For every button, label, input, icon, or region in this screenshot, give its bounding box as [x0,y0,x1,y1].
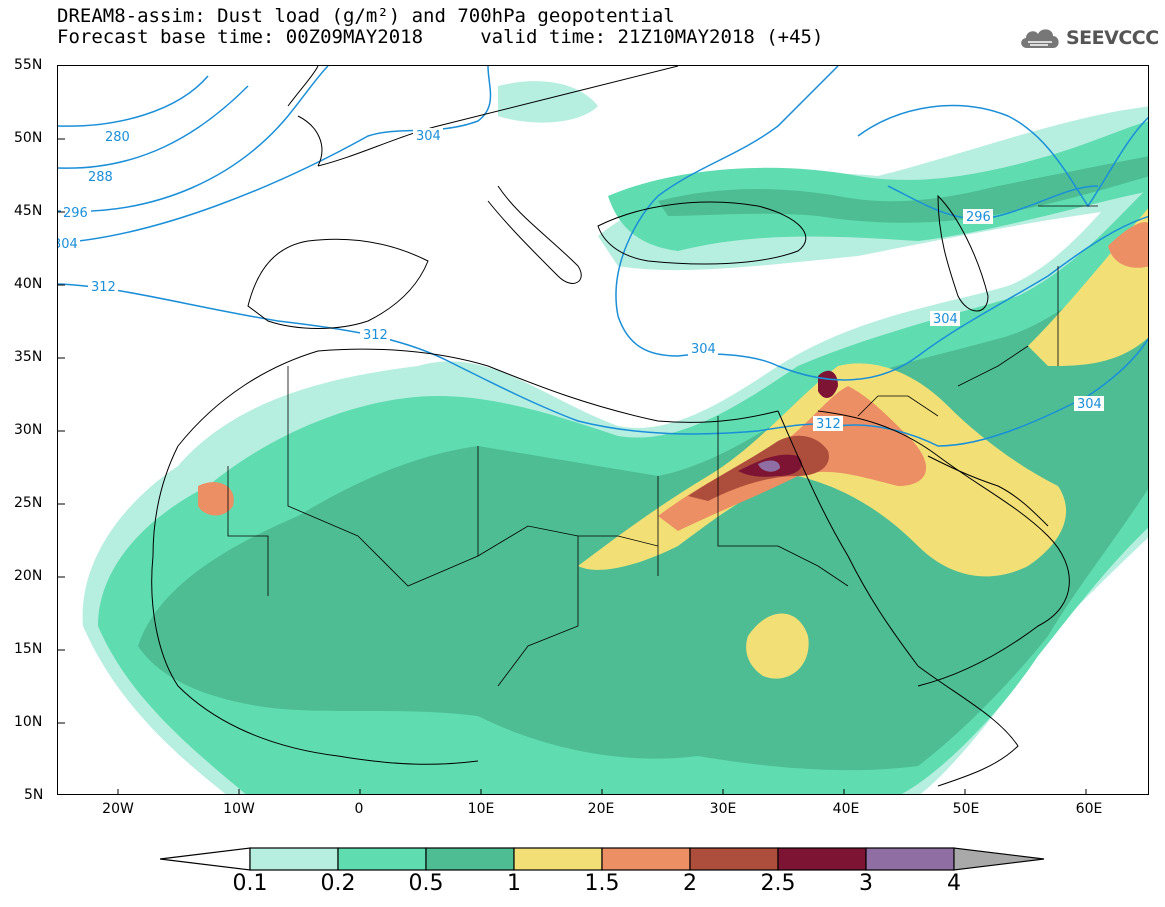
lat-label-10n: 10N [14,714,43,730]
geopotential-label: 296 [63,206,88,221]
geopotential-label: 304 [58,237,78,252]
coast-caspian [937,194,989,312]
lat-label-45n: 45N [14,203,43,219]
logo-text: SEEVCCC [1066,27,1159,49]
lon-label-50e: 50E [952,801,980,817]
dust-band-3 [818,370,838,398]
colorbar-label: 2 [683,871,697,896]
dust-load-field: 280 288 296 304 312 304 312 304 304 312 … [58,66,1148,794]
contour-312-east [837,337,1148,447]
lat-label-55n: 55N [14,57,43,73]
cloud-icon [1021,29,1059,48]
contour-304-curve [617,215,1148,381]
colorbar-bin [249,847,339,871]
contour-312-main [58,283,839,435]
colorbar-min-arrow [160,847,251,871]
lon-label-10e: 10E [467,801,495,817]
colorbar [160,847,1045,871]
colorbar-bin [337,847,427,871]
lat-label-35n: 35N [14,349,43,365]
contour-304-central [615,66,839,317]
colorbar-bin [601,847,691,871]
colorbar-label: 0.2 [320,871,356,896]
colorbar-bin [513,847,603,871]
contour-296 [58,66,329,213]
dust-band-1.5 [198,482,234,516]
coastlines [151,66,1070,787]
geopotential-label: 304 [1077,397,1102,412]
lat-label-20n: 20N [14,568,43,584]
lat-label-50n: 50N [14,130,43,146]
contour-280 [58,75,209,127]
colorbar-label: 0.1 [232,871,268,896]
contour-288 [58,85,249,169]
coast-horn [917,665,1019,787]
coast-iberia [247,238,429,329]
geopotential-label: 280 [105,130,130,145]
dust-band-1 [746,613,809,679]
colorbar-label: 1.5 [584,871,620,896]
contour-304-ne [887,185,1099,220]
dust-band-0.2 [608,121,1148,251]
coast-redsea [777,410,919,667]
contour-296-east [857,104,1148,208]
dust-band-1.5 [1108,222,1148,268]
coast-blacksea [597,201,807,265]
geopotential-label: 304 [933,312,958,327]
lon-label-30e: 30E [709,801,737,817]
lat-label-5n: 5N [24,787,44,803]
coast-italy [487,185,582,284]
coast-europe-north [317,66,679,167]
dust-band-0.5 [658,156,1148,223]
dust-map: 280 288 296 304 312 304 312 304 304 312 … [57,65,1149,795]
colorbar-label: 0.5 [408,871,444,896]
coast-westafrica [151,445,479,765]
geopotential-label: 304 [691,342,716,357]
lon-label-20w: 20W [102,801,134,817]
lon-label-20e: 20E [587,801,615,817]
lat-label-25n: 25N [14,495,43,511]
colorbar-bin [865,847,955,871]
forecast-time-line: Forecast base time: 00Z09MAY2018 valid t… [57,26,824,48]
colorbar-max-arrow [953,847,1045,871]
coast-gulf [927,455,1049,527]
dust-band-0.1 [498,81,598,123]
colorbar-label: 3 [859,871,873,896]
geopotential-label: 312 [91,280,116,295]
geopotential-label: 288 [88,170,113,185]
contour-labels: 280 288 296 304 312 304 312 304 304 312 … [58,128,1104,432]
dust-band-4 [758,460,780,472]
lat-label-30n: 30N [14,422,43,438]
colorbar-label: 4 [947,871,961,896]
coast-britain [287,66,323,167]
lat-label-40n: 40N [14,276,43,292]
lon-label-40e: 40E [832,801,860,817]
geopotential-label: 312 [363,328,388,343]
geopotential-contours [58,66,1148,447]
geopotential-label: 312 [816,417,841,432]
border-line [777,205,1098,587]
geopotential-label: 304 [416,129,441,144]
colorbar-label: 2.5 [760,871,796,896]
map-title: DREAM8-assim: Dust load (g/m²) and 700hP… [57,5,675,27]
colorbar-bin [425,847,515,871]
contour-304-west [58,66,492,244]
colorbar-label: 1 [507,871,521,896]
graticule-ticks [58,138,1087,794]
coast-arabia [817,410,1070,687]
colorbar-bin [777,847,867,871]
colorbar-bin [689,847,779,871]
border-line [227,366,778,687]
seevccc-logo: SEEVCCC [1018,24,1159,52]
lon-label-10w: 10W [223,801,255,817]
dust-field-layer [82,81,1148,794]
coast-nafrica [177,348,779,447]
country-borders [227,205,1098,687]
lon-label-0: 0 [354,801,364,817]
lon-label-60e: 60E [1075,801,1103,817]
lat-label-15n: 15N [14,641,43,657]
geopotential-label: 296 [966,210,991,225]
